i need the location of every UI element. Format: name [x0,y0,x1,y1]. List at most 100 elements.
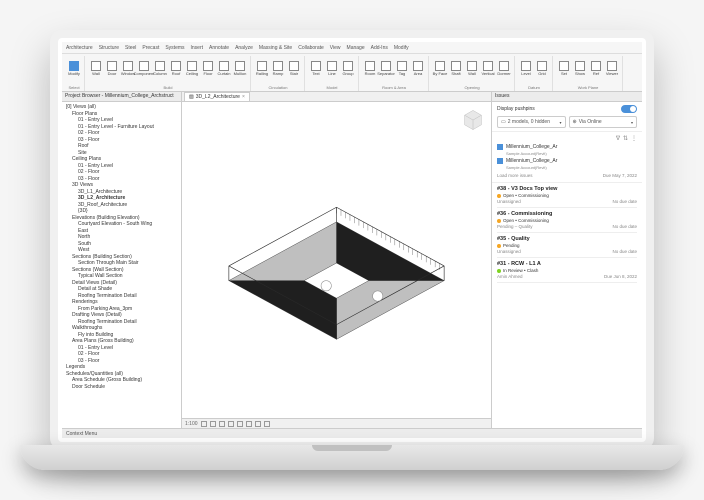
view-control-icon[interactable] [264,421,270,427]
laptop-base [20,445,684,470]
view-control-icon[interactable] [246,421,252,427]
ribbon-tab[interactable]: Precast [142,45,159,51]
issue-card[interactable]: #31 - RCW - L1 AIn Review • ClashAmin Ah… [497,258,637,283]
ribbon-tab[interactable]: Annotate [209,45,229,51]
ribbon-button[interactable]: By Face [433,57,447,79]
source-filter[interactable]: ⊕ Via Online ▾ [569,116,638,128]
ribbon-tab[interactable]: Massing & Site [259,45,292,51]
tool-icon [483,61,493,71]
ribbon-tab[interactable]: Insert [191,45,204,51]
view-control-icon[interactable] [210,421,216,427]
source-filter-label: Via Online [579,119,602,125]
ribbon-tab[interactable]: Analyze [235,45,253,51]
view-canvas[interactable] [182,102,491,418]
filter-icon[interactable]: ∇ [616,135,620,142]
ribbon-button[interactable]: Separator [379,57,393,79]
ribbon-tab[interactable]: Add-Ins [371,45,388,51]
ribbon-tab[interactable]: Structure [99,45,119,51]
ribbon-button[interactable]: Wall [465,57,479,79]
close-icon[interactable]: × [242,94,245,100]
issue-card[interactable]: #36 - CommissioningOpen • CommissioningP… [497,208,637,233]
ribbon-button[interactable]: Set [557,57,571,79]
ribbon-button-label: Column [153,72,167,76]
ribbon-button[interactable]: Stair [287,57,301,79]
issue-status: Pending [497,243,637,248]
view-control-icon[interactable] [237,421,243,427]
ribbon-button[interactable]: Curtain [217,57,231,79]
ribbon-button[interactable]: Dormer [497,57,511,79]
view-control-icon[interactable] [255,421,261,427]
checkbox-icon[interactable] [497,144,503,150]
issue-card[interactable]: #35 - QualityPendingUnassignedNo due dat… [497,233,637,258]
ribbon-tab[interactable]: Manage [347,45,365,51]
issue-status: In Review • Clash [497,268,637,273]
ribbon-tab[interactable]: Systems [165,45,184,51]
ribbon-button[interactable]: Ramp [271,57,285,79]
tree-item[interactable]: Door Schedule [64,384,179,391]
ribbon-button[interactable]: Level [519,57,533,79]
ribbon-button[interactable]: Text [309,57,323,79]
ribbon-button[interactable]: Roof [169,57,183,79]
ribbon-tab[interactable]: Architecture [66,45,93,51]
project-browser-tree: [0] Views (all)Floor Plans01 - Entry Lev… [62,102,181,392]
ribbon-button[interactable]: Tag [395,57,409,79]
model-row[interactable]: Millennium_College_Ar [497,157,637,165]
ribbon-button-label: Component [134,72,155,76]
tool-icon [413,61,423,71]
issues-panel: Issues Display pushpins ▭ 2 models, 0 hi… [492,92,642,428]
view-control-icon[interactable] [219,421,225,427]
statusbar-text: Context Menu [66,431,97,437]
tool-icon [327,61,337,71]
project-browser-panel: Project Browser - Millennium_College_Arc… [62,92,182,428]
load-more-row[interactable]: Load more issuesDue May 7, 2022 [497,171,637,180]
ribbon-button[interactable]: Show [573,57,587,79]
tool-icon [273,61,283,71]
more-icon[interactable]: ⋮ [631,135,637,142]
ribbon-button[interactable]: Column [153,57,167,79]
ribbon-button[interactable]: Vertical [481,57,495,79]
models-filter[interactable]: ▭ 2 models, 0 hidden ▾ [497,116,566,128]
ribbon-group-label: Model [309,84,355,91]
sort-icon[interactable]: ⇅ [623,135,628,142]
ribbon-button[interactable]: Grid [535,57,549,79]
ribbon-tab[interactable]: Modify [394,45,409,51]
view-control-icon[interactable] [228,421,234,427]
ribbon-button[interactable]: Component [137,57,151,79]
ribbon-button[interactable]: Mullion [233,57,247,79]
pushpin-toggle[interactable] [621,105,637,113]
ribbon-button[interactable]: Railing [255,57,269,79]
ribbon-button[interactable]: Room [363,57,377,79]
model-sub: Sample Account(Revit) [506,151,547,156]
ribbon-button[interactable]: Line [325,57,339,79]
issue-list: #38 - V3 Docs Top viewOpen • Commissioni… [492,183,642,283]
ribbon-tab[interactable]: View [330,45,341,51]
ribbon-button[interactable]: Modify [67,57,81,79]
ribbon-button[interactable]: Group [341,57,355,79]
ribbon-tab[interactable]: Collaborate [298,45,324,51]
statusbar: Context Menu [62,428,642,438]
tool-icon [107,61,117,71]
ribbon-button[interactable]: Wall [89,57,103,79]
checkbox-icon[interactable] [497,158,503,164]
issue-card[interactable]: #38 - V3 Docs Top viewOpen • Commissioni… [497,183,637,208]
view-control-icon[interactable] [201,421,207,427]
ribbon-button-label: Roof [172,72,180,76]
ribbon-button[interactable]: Shaft [449,57,463,79]
ribbon-button[interactable]: Area [411,57,425,79]
ribbon-group-label: Build [89,84,247,91]
ribbon-button[interactable]: Ref [589,57,603,79]
ribbon-button[interactable]: Door [105,57,119,79]
ribbon-tab[interactable]: Steel [125,45,136,51]
model-row[interactable]: Millennium_College_Ar [497,143,637,151]
ribbon-button[interactable]: Window [121,57,135,79]
model-name: Millennium_College_Ar [506,158,637,164]
ribbon-button[interactable]: Floor [201,57,215,79]
issue-meta: Pending – QualityNo due date [497,224,637,229]
issue-title: #31 - RCW - L1 A [497,261,637,267]
ribbon-button[interactable]: Viewer [605,57,619,79]
issue-meta: Amin AhmedDue Jun 8, 2022 [497,274,637,279]
view-tab-active[interactable]: ▧ 3D_L2_Architecture × [184,92,250,101]
view-cube[interactable] [461,108,485,132]
view-scale[interactable]: 1:100 [185,421,198,427]
ribbon-button[interactable]: Ceiling [185,57,199,79]
